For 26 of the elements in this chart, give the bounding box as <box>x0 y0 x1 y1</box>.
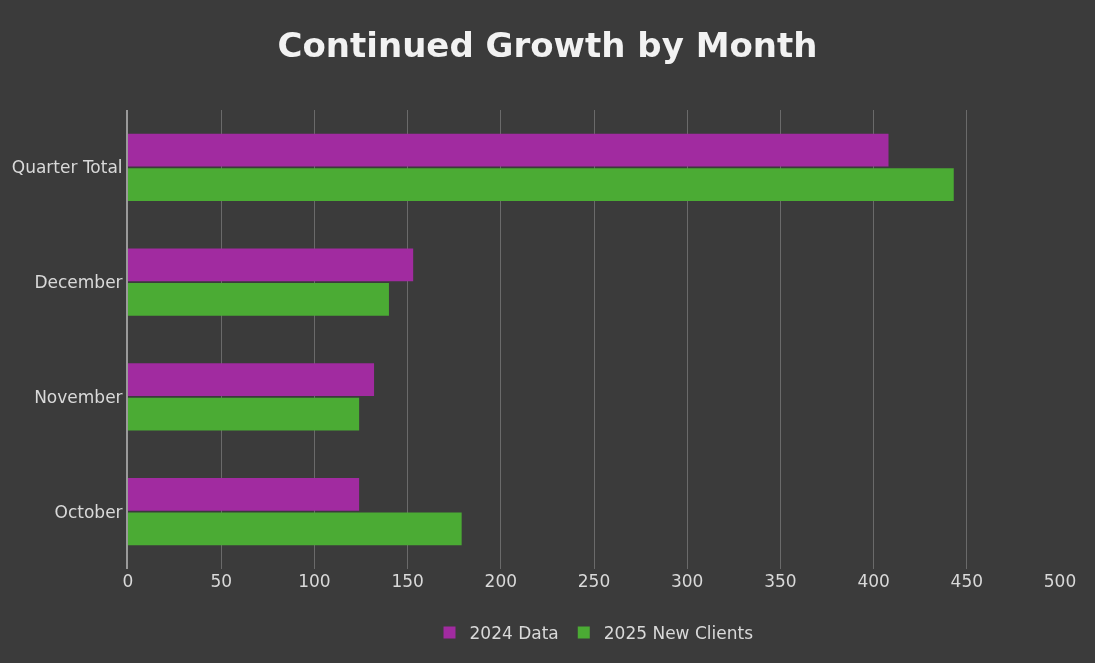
x-tick-label: 500 <box>1043 571 1077 591</box>
x-tick-label: 350 <box>764 571 797 591</box>
y-tick-label: November <box>34 386 123 407</box>
bar <box>128 282 389 316</box>
x-tick-label: 300 <box>670 571 704 591</box>
bar <box>128 168 954 201</box>
x-tick-label: 250 <box>577 571 611 591</box>
x-tick-label: 400 <box>857 571 890 591</box>
bar <box>128 363 375 397</box>
x-tick-label: 150 <box>391 571 424 591</box>
y-tick-label: October <box>54 501 123 522</box>
legend-label: 2024 Data <box>469 623 559 644</box>
x-tick-label: 200 <box>484 571 518 591</box>
bar <box>128 133 889 167</box>
x-tick-label: 0 <box>122 571 134 591</box>
x-tick-label: 450 <box>950 571 984 591</box>
x-tick-label: 50 <box>210 571 233 591</box>
y-tick-label: December <box>34 272 123 293</box>
bar <box>128 478 360 511</box>
y-tick-label: Quarter Total <box>11 157 123 178</box>
chart-title: Continued Growth by Month <box>277 24 818 65</box>
bar <box>128 248 414 282</box>
bar <box>128 397 360 431</box>
bar <box>128 512 462 546</box>
legend-label: 2025 New Clients <box>603 623 754 644</box>
x-tick-label: 100 <box>298 571 331 591</box>
